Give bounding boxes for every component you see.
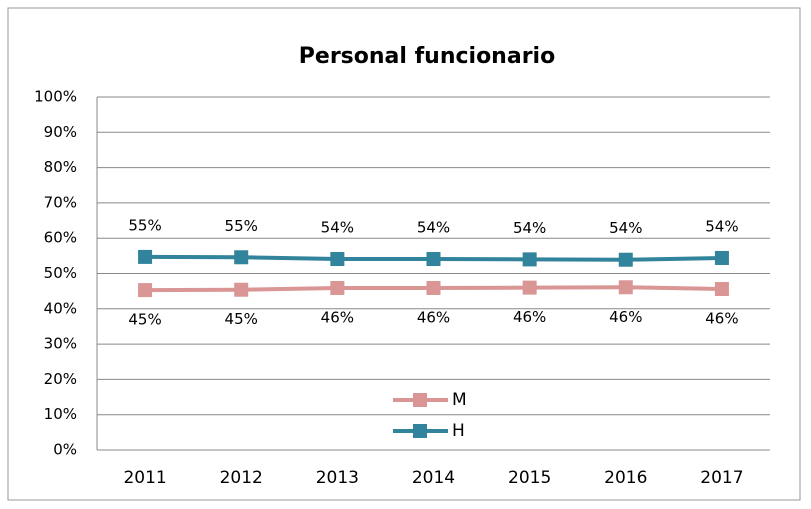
chart-title: Personal funcionario [299,44,555,69]
data-label: 55% [225,217,258,235]
x-tick-label: 2014 [412,468,455,488]
data-label: 46% [513,308,546,326]
data-label: 46% [609,308,642,326]
data-label: 46% [417,308,450,326]
x-tick-label: 2016 [604,468,647,488]
data-label: 54% [513,219,546,237]
point-marker [522,252,537,267]
y-tick-label: 0% [53,441,77,459]
y-tick-label: 30% [44,335,77,353]
y-tick-label: 40% [44,299,77,317]
data-label: 54% [321,219,354,237]
legend-label: M [452,390,467,410]
legend-marker [413,424,427,438]
y-tick-label: 10% [44,405,77,423]
point-marker [234,282,249,297]
data-label: 46% [705,310,738,328]
x-tick-label: 2013 [316,468,359,488]
point-marker [330,280,345,295]
data-label: 45% [128,311,161,329]
data-label: 45% [225,310,258,328]
legend-label: H [452,421,465,441]
point-marker [618,280,633,295]
data-label: 55% [128,216,161,234]
point-marker [426,252,441,267]
x-tick-label: 2012 [220,468,263,488]
chart-frame [7,7,801,501]
point-marker [426,280,441,295]
point-marker [234,250,249,265]
y-tick-label: 70% [44,193,77,211]
data-label: 54% [609,219,642,237]
data-label: 54% [417,219,450,237]
y-tick-label: 100% [34,88,77,106]
x-tick-label: 2017 [700,468,743,488]
legend-marker [413,393,427,407]
data-label: 54% [705,217,738,235]
x-tick-label: 2011 [123,468,166,488]
x-tick-label: 2015 [508,468,551,488]
point-marker [138,249,153,264]
data-label: 46% [321,308,354,326]
y-tick-label: 60% [44,229,77,247]
y-tick-label: 50% [44,264,77,282]
y-tick-label: 80% [44,158,77,176]
point-marker [330,252,345,267]
point-marker [714,250,729,265]
point-marker [714,282,729,297]
y-tick-label: 90% [44,123,77,141]
point-marker [138,283,153,298]
y-tick-label: 20% [44,370,77,388]
point-marker [522,280,537,295]
point-marker [618,252,633,267]
